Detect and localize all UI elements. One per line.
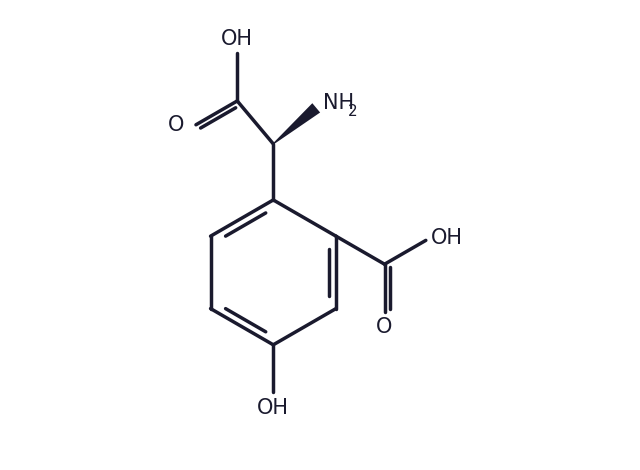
Text: OH: OH <box>431 228 463 248</box>
Text: OH: OH <box>221 29 253 48</box>
Text: O: O <box>376 317 393 337</box>
Polygon shape <box>273 103 320 144</box>
Text: O: O <box>168 115 184 135</box>
Text: NH: NH <box>323 93 355 113</box>
Text: OH: OH <box>257 398 289 418</box>
Text: 2: 2 <box>348 104 357 119</box>
